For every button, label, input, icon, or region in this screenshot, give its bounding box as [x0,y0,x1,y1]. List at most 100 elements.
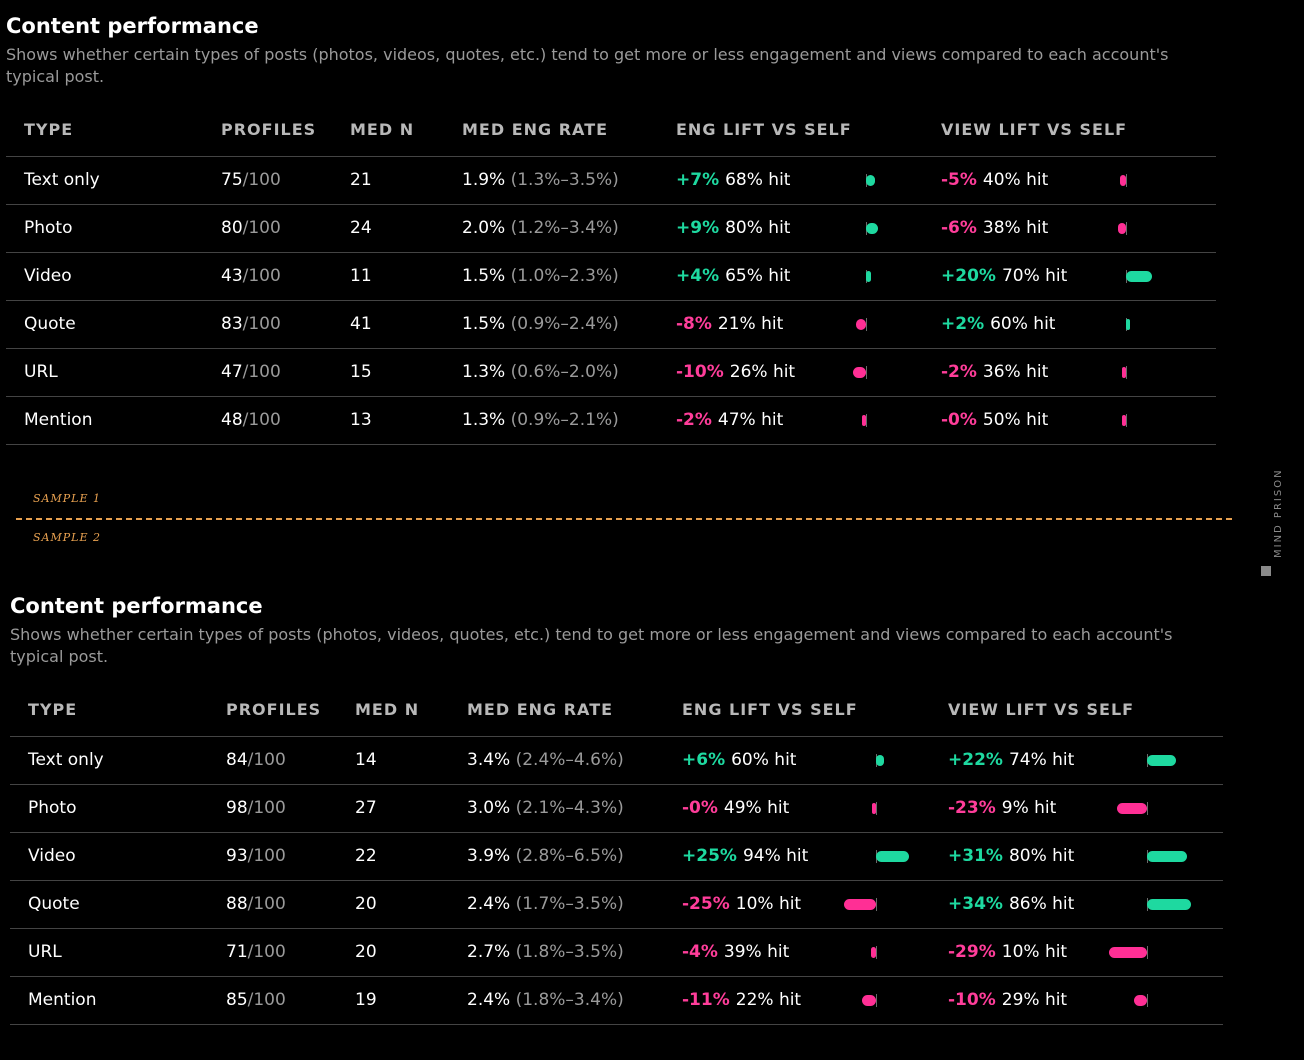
eng-lift-value: +25% [682,846,737,866]
view-hit-rate: 29% hit [1001,990,1068,1010]
view-hit-rate: 74% hit [1008,750,1075,770]
eng-hit-rate: 68% hit [725,170,791,190]
view-lift-cell: -29% 10% hit [948,929,1067,976]
view-lift-bar [1109,947,1147,958]
eng-rate-value: 1.5% [462,266,506,286]
eng-lift-cell: +25% 94% hit [682,833,808,880]
eng-rate-range: (1.8%–3.5%) [515,942,624,962]
view-hit-rate: 9% hit [1001,798,1057,818]
view-lift-cell: -0% 50% hit [941,397,1048,444]
eng-lift-cell: -10% 26% hit [676,349,795,396]
med-n-cell: 20 [355,894,377,914]
eng-lift-bar [876,755,884,766]
eng-rate-value: 1.9% [462,170,506,190]
eng-rate-value: 3.0% [467,798,511,818]
view-lift-value: +31% [948,846,1003,866]
profiles-total: /100 [242,314,281,334]
view-lift-cell: -10% 29% hit [948,977,1067,1024]
profiles-cell: 48/100 [221,397,281,444]
view-lift-value: -2% [941,362,977,382]
table-row: Text only 75/100 21 1.9% (1.3%–3.5%) +7% 68% … [6,157,1216,205]
table-header: TYPE PROFILES MED N MED ENG RATE ENG LIFT VS… [10,684,1223,736]
eng-rate-range: (2.4%–4.6%) [515,750,624,770]
profiles-count: 98 [226,798,248,818]
eng-lift-zero-tick [876,994,877,1007]
table-row: Photo 98/100 27 3.0% (2.1%–4.3%) -0% 49% hit -… [10,785,1223,833]
header-profiles: PROFILES [226,700,322,719]
profiles-cell: 47/100 [221,349,281,396]
type-cell: Photo [28,798,77,818]
profiles-total: /100 [247,846,286,866]
eng-rate-value: 1.3% [462,410,506,430]
watermark-text: MIND PRISON [1273,468,1284,558]
eng-lift-value: +6% [682,750,726,770]
profiles-total: /100 [242,218,281,238]
eng-lift-zero-tick [866,318,867,331]
type-cell: URL [24,362,58,382]
view-lift-value: -23% [948,798,996,818]
profiles-count: 88 [226,894,248,914]
profiles-total: /100 [242,170,281,190]
view-lift-value: +20% [941,266,996,286]
table-row: Quote 88/100 20 2.4% (1.7%–3.5%) -25% 10% hit… [10,881,1223,929]
profiles-count: 80 [221,218,243,238]
header-eng-lift: ENG LIFT VS SELF [676,120,852,139]
eng-lift-bar [843,899,876,910]
med-n-cell: 27 [355,798,377,818]
eng-rate-cell: 3.9% (2.8%–6.5%) [467,833,624,880]
view-hit-rate: 36% hit [982,362,1049,382]
type-cell: Text only [24,170,100,190]
eng-rate-cell: 2.4% (1.8%–3.4%) [467,977,624,1024]
sample-2-label: SAMPLE 2 [33,531,101,544]
eng-lift-value: -0% [682,798,718,818]
view-lift-bar [1134,995,1147,1006]
view-lift-cell: +20% 70% hit [941,253,1067,300]
profiles-cell: 84/100 [226,737,286,784]
eng-lift-bar [855,319,866,330]
profiles-count: 43 [221,266,243,286]
eng-lift-zero-tick [876,946,877,959]
eng-lift-bar [870,947,876,958]
profiles-cell: 88/100 [226,881,286,928]
eng-lift-cell: -2% 47% hit [676,397,783,444]
view-hit-rate: 38% hit [982,218,1049,238]
view-lift-value: -29% [948,942,996,962]
section-subtitle: Shows whether certain types of posts (ph… [10,625,1173,666]
header-med-eng-rate: MED ENG RATE [462,120,609,139]
view-lift-cell: +31% 80% hit [948,833,1074,880]
eng-lift-cell: -0% 49% hit [682,785,789,832]
med-n-cell: 20 [355,942,377,962]
eng-lift-value: -8% [676,314,712,334]
table-row: Video 93/100 22 3.9% (2.8%–6.5%) +25% 94% hit… [10,833,1223,881]
med-n-cell: 15 [350,362,372,382]
eng-hit-rate: 94% hit [742,846,809,866]
eng-rate-value: 3.4% [467,750,511,770]
eng-rate-range: (1.0%–2.3%) [510,266,619,286]
view-lift-cell: +22% 74% hit [948,737,1074,784]
view-lift-value: -10% [948,990,996,1010]
header-view-lift: VIEW LIFT VS SELF [941,120,1128,139]
header-med-eng-rate: MED ENG RATE [467,700,614,719]
med-n-cell: 14 [355,750,377,770]
view-lift-bar [1126,319,1130,330]
profiles-total: /100 [247,750,286,770]
eng-lift-bar [866,223,878,234]
header-med-n: MED N [350,120,415,139]
view-lift-zero-tick [1126,366,1127,379]
table-row: Photo 80/100 24 2.0% (1.2%–3.4%) +9% 80% hit -… [6,205,1216,253]
header-profiles: PROFILES [221,120,317,139]
view-lift-value: -0% [941,410,977,430]
eng-rate-cell: 2.7% (1.8%–3.5%) [467,929,624,976]
eng-lift-value: +9% [676,218,720,238]
eng-rate-range: (1.3%–3.5%) [510,170,619,190]
eng-lift-zero-tick [876,898,877,911]
eng-lift-value: -11% [682,990,730,1010]
profiles-cell: 85/100 [226,977,286,1024]
type-cell: Mention [24,410,93,430]
eng-hit-rate: 22% hit [735,990,802,1010]
watermark: MIND PRISON [1259,462,1284,580]
sample-divider [16,518,1232,520]
view-lift-bar [1147,899,1192,910]
view-lift-cell: -23% 9% hit [948,785,1056,832]
profiles-count: 48 [221,410,243,430]
